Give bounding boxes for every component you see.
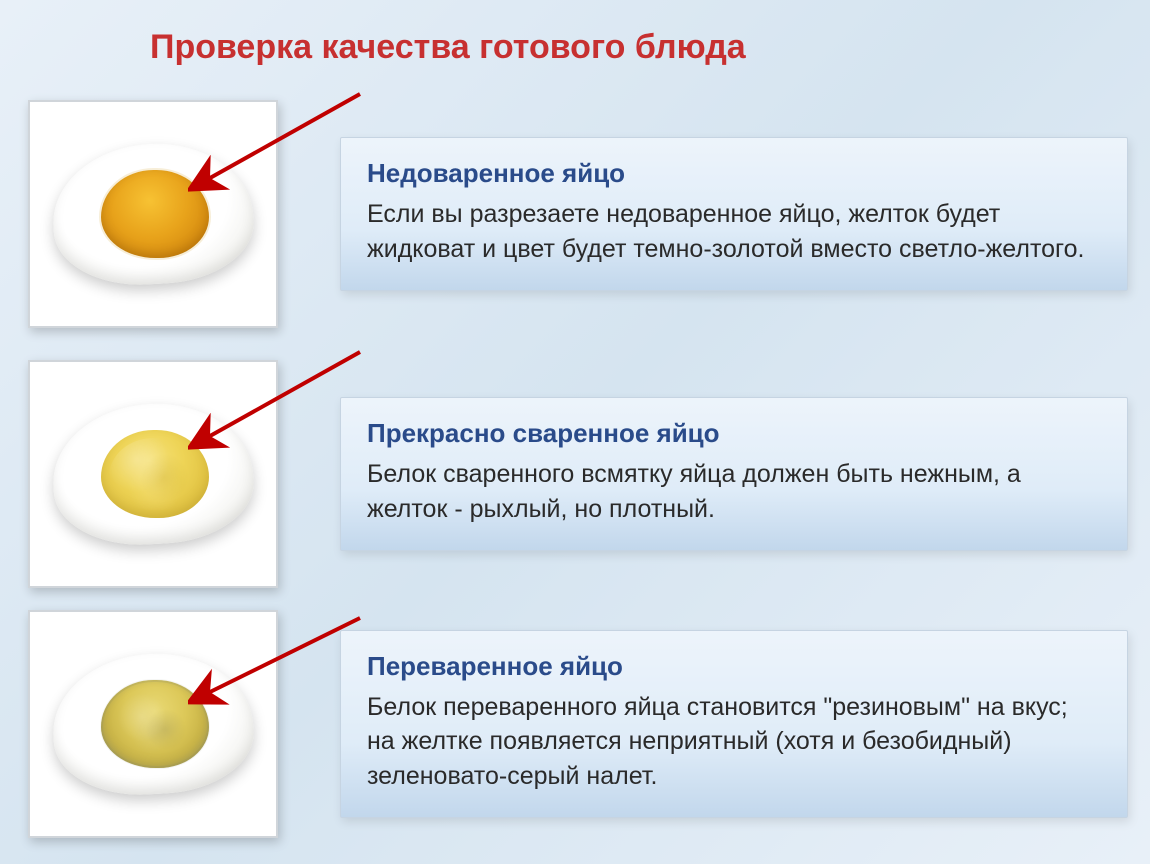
card-body: Белок сваренного всмятку яйца должен быт… [367, 457, 1101, 526]
card-overcooked: Переваренное яйцо Белок переваренного яй… [340, 630, 1128, 819]
egg-yolk-undercooked-icon [101, 170, 209, 258]
egg-yolk-perfect-icon [101, 430, 209, 518]
egg-image-overcooked [28, 610, 278, 838]
row-overcooked: Переваренное яйцо Белок переваренного яй… [28, 610, 1128, 838]
egg-image-perfect [28, 360, 278, 588]
card-body: Если вы разрезаете недоваренное яйцо, же… [367, 197, 1101, 266]
egg-yolk-overcooked-icon [101, 680, 209, 768]
card-perfect: Прекрасно сваренное яйцо Белок сваренног… [340, 397, 1128, 551]
row-perfect: Прекрасно сваренное яйцо Белок сваренног… [28, 360, 1128, 588]
row-undercooked: Недоваренное яйцо Если вы разрезаете нед… [28, 100, 1128, 328]
page-title: Проверка качества готового блюда [150, 28, 746, 67]
card-title: Недоваренное яйцо [367, 158, 1101, 189]
card-body: Белок переваренного яйца становится "рез… [367, 690, 1101, 794]
egg-image-undercooked [28, 100, 278, 328]
card-undercooked: Недоваренное яйцо Если вы разрезаете нед… [340, 137, 1128, 291]
card-title: Переваренное яйцо [367, 651, 1101, 682]
card-title: Прекрасно сваренное яйцо [367, 418, 1101, 449]
